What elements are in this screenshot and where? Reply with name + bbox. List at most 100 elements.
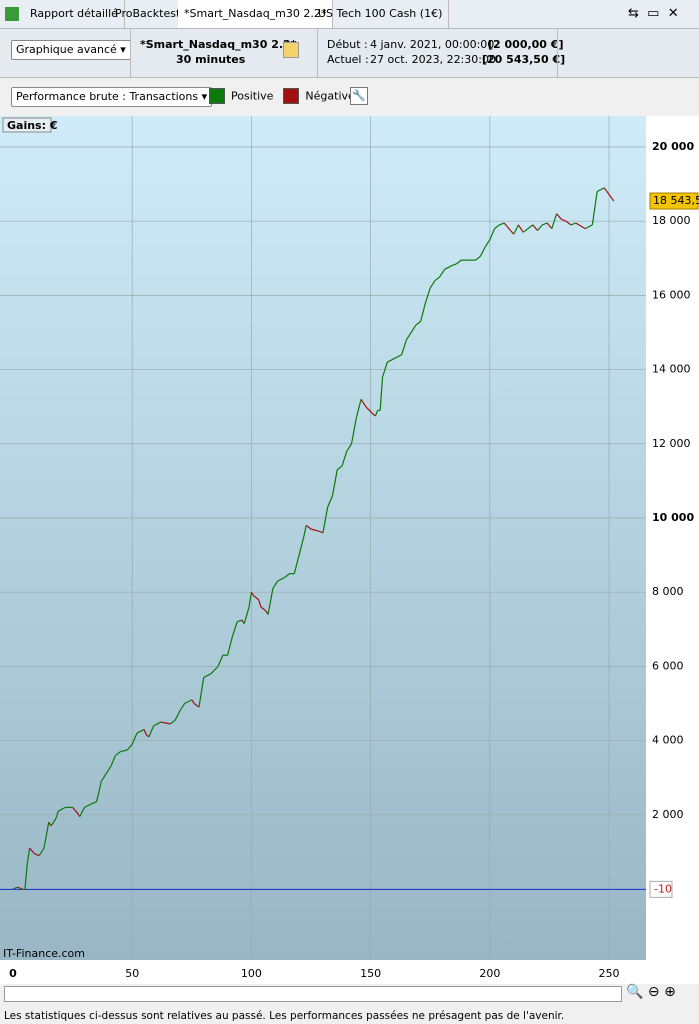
equity-segment [522,228,529,233]
legend-swatch[interactable] [283,88,300,104]
equity-segment [350,417,357,444]
y-tick-label: 6 000 [652,659,684,672]
equity-segment [532,224,538,231]
equity-segment [236,619,243,623]
legend: Positive Négative [209,88,355,106]
app-icon [5,7,19,21]
equity-segment [126,743,133,751]
equity-segment [381,361,388,378]
settings-button[interactable]: 🔧 [350,87,368,105]
y-tick-label: 4 000 [652,734,684,747]
equity-segment [257,599,262,608]
y-tick-label: 16 000 [652,288,691,301]
last-value-box [649,192,699,210]
equity-segment [517,224,524,233]
tab-bar [0,0,699,29]
x-tick-label: 200 [479,967,500,980]
equity-segment [575,222,586,230]
legend-swatch[interactable] [209,88,225,104]
last-value-label: 18 543,5 [653,194,699,207]
equity-segment [198,677,205,708]
equity-segment [551,213,558,229]
axis-title-box [2,117,52,133]
window-buttons[interactable]: ⇆ ▭ ✕ [628,6,679,21]
watermark: IT-Finance.com [3,947,85,960]
legend-label: Négative [305,89,355,103]
timeframe: 30 minutes [176,53,246,66]
equity-segment [95,792,100,802]
equity-segment [387,357,395,363]
equity-segment [322,506,329,533]
equity-segment [374,410,379,417]
equity-segment [184,699,193,705]
equity-segment [136,728,145,734]
y-tick-label: 8 000 [652,585,684,598]
equity-segment [12,886,18,890]
equity-segment [596,187,605,193]
mode-select[interactable]: Performance brute : Transactions ▾ [11,87,213,107]
equity-segment [494,224,500,230]
x-tick-label: 50 [125,967,139,980]
equity-segment [193,703,200,708]
equity-segment [100,773,107,782]
view-select[interactable]: Graphique avancé ▾ [11,40,131,60]
equity-segment [401,339,407,355]
legend-label: Positive [231,89,274,103]
edit-button[interactable] [283,42,299,58]
equity-segment [250,591,255,597]
tab[interactable]: Rapport détaillé [24,0,125,28]
equity-segment [253,595,259,601]
equity-segment [424,287,431,303]
equity-segment [72,806,78,814]
tab[interactable]: US Tech 100 Cash (1€) [312,0,450,28]
equity-segment [537,224,543,231]
equity-segment [272,580,279,589]
equity-segment [484,239,491,248]
zoom-buttons[interactable]: 🔍 ⊖ ⊕ [626,984,676,1000]
equity-segment [34,853,40,857]
start-value: [2 000,00 €] [488,38,564,51]
tab[interactable]: ProBacktest [109,0,188,28]
equity-segment [226,636,233,656]
current-value: [20 543,50 €] [482,53,566,66]
equity-segment [210,665,219,675]
scrollbar[interactable] [4,986,622,1002]
equity-segment [98,781,102,793]
current-label: Actuel : [327,53,369,66]
x-tick-label: 250 [599,967,620,980]
x-tick-label: 0 [9,967,17,980]
tab[interactable]: *Smart_Nasdaq_m30 2.2* [178,0,334,28]
axis-title: Gains: € [7,119,57,132]
equity-segment [58,806,66,812]
equity-segment [355,399,362,418]
equity-segment [203,673,212,679]
equity-segment [561,218,567,222]
strategy-box [130,29,318,77]
equity-segment [48,821,52,827]
equity-segment [105,766,112,775]
equity-segment [143,729,148,736]
chart: Gains: € IT-Finance.com 2 000 4 000 6 000 8… [0,116,699,984]
equity-segment [603,187,615,202]
equity-segment [50,818,57,827]
equity-segment [503,222,510,229]
equity-segment [91,801,97,805]
equity-segment [17,886,23,890]
equity-segment [546,222,553,229]
equity-segment [110,755,117,767]
equity-segment [24,862,28,890]
equity-segment [434,276,441,282]
equity-segment [415,320,422,326]
equity-segment [542,222,548,226]
equity-segment [360,398,367,408]
equity-segment [499,222,505,226]
equity-segment [260,606,267,612]
equity-segment [293,554,300,574]
equity-segment [508,228,515,235]
equity-segment [489,228,496,240]
equity-segment [120,749,128,753]
equity-segment [420,302,427,322]
equity-segment [379,376,384,411]
equity-segment [336,465,343,471]
equity-segment [43,822,50,849]
